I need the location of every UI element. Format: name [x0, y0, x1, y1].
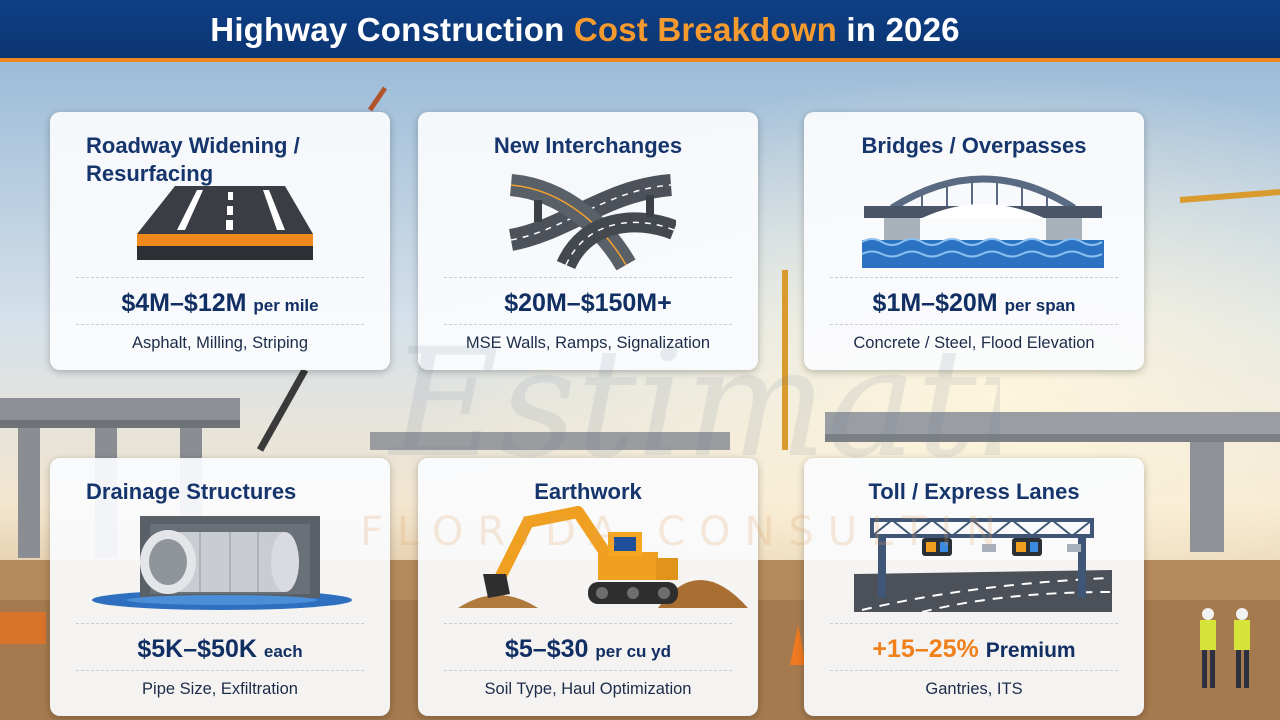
title-part-1: Highway Construction	[210, 11, 574, 48]
card-bridges-overpasses: Bridges / Overpasses $1M–$20M per span C…	[804, 112, 1144, 370]
card-new-interchanges: New Interchanges $20M–$150M+ MSE Walls, …	[418, 112, 758, 370]
cost-value: $1M–$20M	[872, 289, 998, 317]
cost-range: $1M–$20M per span	[804, 288, 1144, 321]
card-divider	[444, 277, 732, 278]
cost-details: Pipe Size, Exfiltration	[142, 680, 298, 698]
cost-unit: Premium	[985, 639, 1076, 662]
card-divider	[830, 277, 1118, 278]
card-divider	[444, 670, 732, 671]
cost-range: $20M–$150M+	[418, 288, 758, 321]
card-divider	[76, 324, 364, 325]
cost-value: $4M–$12M	[121, 289, 247, 317]
cost-range: $4M–$12M per mile	[50, 288, 390, 321]
page-title: Highway Construction Cost Breakdown in 2…	[0, 0, 1170, 58]
arch-bridge-icon	[862, 175, 1104, 268]
cost-unit: per span	[1004, 296, 1076, 315]
cost-unit: per cu yd	[595, 642, 671, 661]
cost-details: Asphalt, Milling, Striping	[131, 334, 309, 352]
card-divider	[830, 670, 1118, 671]
title-highlight: Cost Breakdown	[573, 11, 838, 48]
cost-value: $20M–$150M+	[504, 289, 672, 317]
card-divider	[76, 670, 364, 671]
cost-range: $5K–$50K each	[50, 634, 390, 667]
excavator-icon	[458, 506, 748, 608]
interchange-ramps-icon	[508, 174, 676, 270]
card-roadway-widening: Roadway Widening / Resurfacing $4M–$12M …	[50, 112, 390, 370]
culvert-pipe-icon	[92, 516, 352, 610]
card-divider	[76, 277, 364, 278]
cost-unit: per mile	[253, 296, 319, 315]
cost-range: $5–$30 per cu yd	[418, 634, 758, 667]
card-title: Toll / Express Lanes	[868, 479, 1080, 504]
cost-range: +15–25% Premium	[804, 634, 1144, 666]
cost-value: +15–25%	[872, 635, 979, 663]
cost-details: MSE Walls, Ramps, Signalization	[465, 334, 711, 352]
cost-details: Gantries, ITS	[925, 680, 1023, 698]
cost-details: Concrete / Steel, Flood Elevation	[853, 334, 1095, 352]
cost-details: Soil Type, Haul Optimization	[484, 680, 692, 698]
card-divider	[830, 623, 1118, 624]
card-title: Drainage Structures	[86, 479, 297, 504]
cost-unit: each	[263, 642, 303, 661]
card-earthwork: Earthwork $5–$30 per cu yd Soil Type, Ha…	[418, 458, 758, 716]
card-toll-express-lanes: Toll / Express Lanes +15–25% Premium Gan…	[804, 458, 1144, 716]
card-title: Roadway Widening / Resurfacing	[86, 133, 300, 186]
toll-gantry-icon	[854, 518, 1112, 612]
cost-value: $5–$30	[505, 635, 589, 663]
road-lanes-icon	[137, 186, 313, 260]
card-divider	[830, 324, 1118, 325]
card-divider	[76, 623, 364, 624]
header-bar: Highway Construction Cost Breakdown in 2…	[0, 0, 1280, 62]
cost-value: $5K–$50K	[137, 635, 257, 663]
card-title: New Interchanges	[493, 133, 683, 158]
title-part-2: in 2026	[837, 11, 960, 48]
card-title: Earthwork	[534, 479, 642, 504]
card-divider	[444, 324, 732, 325]
card-drainage-structures: Drainage Structures $5K–$50K each Pipe S…	[50, 458, 390, 716]
card-divider	[444, 623, 732, 624]
card-title: Bridges / Overpasses	[861, 133, 1087, 158]
